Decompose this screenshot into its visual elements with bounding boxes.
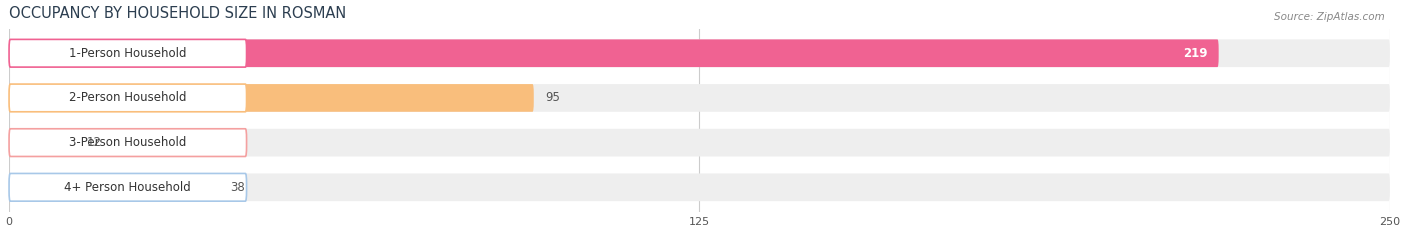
- FancyBboxPatch shape: [8, 129, 246, 157]
- Text: 2-Person Household: 2-Person Household: [69, 91, 187, 104]
- Text: 219: 219: [1182, 47, 1208, 60]
- Text: 38: 38: [231, 181, 245, 194]
- FancyBboxPatch shape: [8, 84, 246, 112]
- FancyBboxPatch shape: [8, 129, 76, 157]
- Text: 1-Person Household: 1-Person Household: [69, 47, 187, 60]
- Text: 95: 95: [544, 91, 560, 104]
- Text: 3-Person Household: 3-Person Household: [69, 136, 187, 149]
- Text: Source: ZipAtlas.com: Source: ZipAtlas.com: [1274, 12, 1385, 22]
- FancyBboxPatch shape: [8, 84, 534, 112]
- FancyBboxPatch shape: [8, 129, 1391, 157]
- FancyBboxPatch shape: [8, 173, 1391, 201]
- Text: OCCUPANCY BY HOUSEHOLD SIZE IN ROSMAN: OCCUPANCY BY HOUSEHOLD SIZE IN ROSMAN: [8, 6, 346, 21]
- FancyBboxPatch shape: [8, 39, 1391, 67]
- FancyBboxPatch shape: [8, 39, 1219, 67]
- FancyBboxPatch shape: [8, 173, 219, 201]
- FancyBboxPatch shape: [8, 173, 246, 201]
- FancyBboxPatch shape: [8, 39, 246, 67]
- Text: 12: 12: [86, 136, 101, 149]
- Text: 4+ Person Household: 4+ Person Household: [65, 181, 191, 194]
- FancyBboxPatch shape: [8, 84, 1391, 112]
